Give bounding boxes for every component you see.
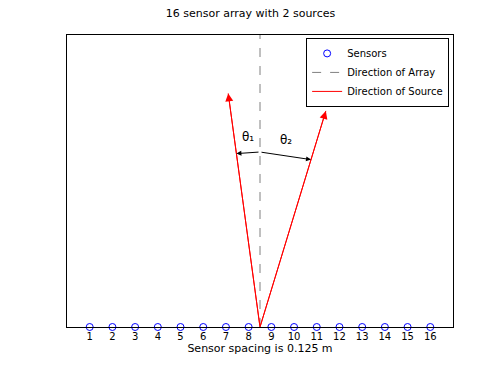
svg-text:3: 3 — [132, 331, 138, 342]
svg-text:16 sensor array with 2 sources: 16 sensor array with 2 sources — [166, 7, 336, 20]
svg-text:13: 13 — [356, 331, 369, 342]
svg-text:5: 5 — [177, 331, 183, 342]
svg-text:Direction of Array: Direction of Array — [347, 67, 435, 78]
svg-text:2: 2 — [109, 331, 115, 342]
svg-text:Direction of Source: Direction of Source — [347, 86, 443, 97]
svg-text:4: 4 — [155, 331, 161, 342]
svg-text:15: 15 — [401, 331, 414, 342]
svg-text:θ₂: θ₂ — [280, 133, 292, 147]
svg-text:Sensors: Sensors — [347, 48, 387, 59]
svg-text:14: 14 — [379, 331, 392, 342]
svg-text:1: 1 — [87, 331, 93, 342]
svg-text:6: 6 — [200, 331, 206, 342]
svg-text:16: 16 — [424, 331, 437, 342]
svg-text:11: 11 — [310, 331, 323, 342]
svg-text:θ₁: θ₁ — [242, 130, 254, 144]
svg-text:12: 12 — [333, 331, 346, 342]
svg-text:9: 9 — [268, 331, 274, 342]
svg-text:Sensor spacing is 0.125 m: Sensor spacing is 0.125 m — [187, 342, 332, 355]
svg-text:8: 8 — [245, 331, 251, 342]
svg-text:10: 10 — [288, 331, 301, 342]
svg-text:7: 7 — [223, 331, 229, 342]
